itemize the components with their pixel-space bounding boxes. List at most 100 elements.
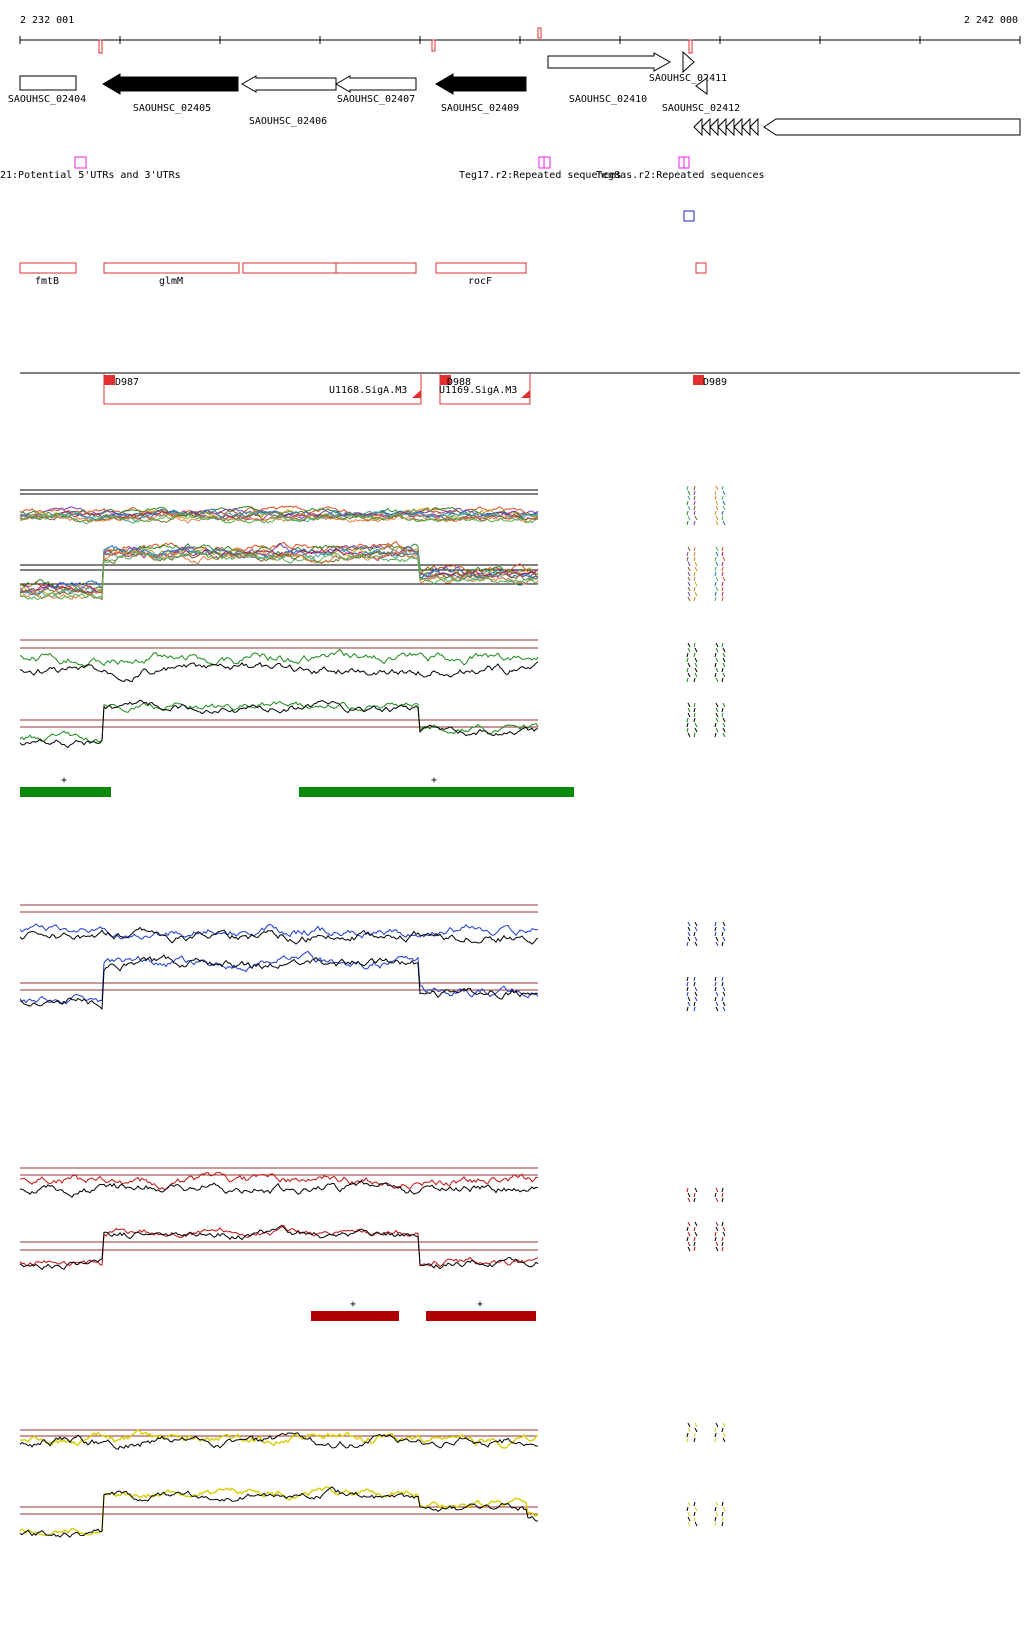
named-gene-box[interactable]	[695, 262, 707, 274]
expression-stub	[693, 576, 696, 582]
expression-stub	[694, 647, 698, 653]
segment-bar-green[interactable]	[20, 787, 111, 797]
expression-stub	[694, 996, 698, 1002]
expression-stub	[693, 596, 696, 602]
expression-stub	[714, 556, 717, 562]
expression-stub	[687, 647, 691, 653]
expression-stub	[721, 981, 724, 987]
expression-stub	[687, 561, 691, 567]
expression-stub	[694, 566, 698, 572]
segment-mark: +	[477, 1299, 483, 1310]
expression-stub	[722, 556, 726, 562]
expression-series-line	[19, 701, 539, 743]
gene-arrow[interactable]	[435, 73, 527, 95]
expression-stub	[687, 591, 691, 597]
expression-stub	[715, 1511, 719, 1517]
gene-arrow[interactable]	[102, 73, 239, 95]
expression-stub	[686, 941, 689, 947]
expression-stub	[687, 581, 691, 587]
expression-stub	[721, 1511, 724, 1517]
named-gene-label: glmM	[159, 276, 183, 287]
expression-stub	[686, 500, 689, 506]
expression-stub	[715, 500, 719, 506]
tu-bracket[interactable]	[439, 374, 531, 405]
named-gene-box[interactable]	[103, 262, 240, 274]
feature-box[interactable]	[74, 156, 87, 169]
expression-stub	[694, 591, 698, 597]
expression-stub	[686, 1006, 689, 1012]
expression-stub	[715, 1187, 719, 1193]
expression-stub	[715, 712, 719, 718]
expression-stub	[714, 1427, 717, 1433]
expression-stub	[722, 576, 726, 582]
gene-arrow[interactable]	[19, 75, 77, 91]
expression-series-line	[19, 1171, 539, 1190]
expression-stub	[715, 727, 719, 733]
segment-bar-red[interactable]	[311, 1311, 399, 1321]
expression-stub	[714, 1236, 717, 1242]
segment-bar-red[interactable]	[426, 1311, 536, 1321]
gene-arrow-cluster[interactable]	[693, 117, 759, 137]
expression-stub	[693, 1516, 696, 1522]
gene-arrow[interactable]	[763, 118, 1021, 136]
expression-stub	[714, 926, 717, 932]
named-gene-box[interactable]	[19, 262, 77, 274]
expression-stub	[687, 1197, 691, 1203]
expression-stub	[687, 1192, 691, 1198]
gene-label: SAOUHSC_02411	[649, 73, 727, 84]
feature-track: 21:Potential 5'UTRs and 3'UTRs Teg17.r2:…	[0, 156, 765, 222]
expression-stub	[721, 485, 724, 491]
named-gene-box[interactable]	[242, 262, 337, 274]
expression-series-line	[19, 926, 539, 945]
expression-stub	[721, 581, 724, 587]
tu-bracket[interactable]	[103, 374, 422, 405]
expression-stub	[714, 581, 717, 587]
named-gene-label: fmtB	[35, 276, 59, 287]
expression-stub	[721, 996, 724, 1002]
gene-arrow[interactable]	[547, 52, 672, 72]
probe-box[interactable]	[683, 210, 695, 222]
expression-stub	[693, 495, 696, 501]
expression-stub	[687, 495, 691, 501]
expression-stub	[721, 546, 724, 552]
expression-stub	[722, 652, 726, 658]
gene-arrow	[693, 117, 703, 137]
expression-stub	[715, 561, 719, 567]
expression-stub	[693, 551, 696, 557]
gene-arrow[interactable]	[240, 75, 337, 93]
gene-arrow[interactable]	[334, 75, 417, 93]
gene-arrow[interactable]	[682, 50, 695, 74]
expression-stub	[722, 986, 726, 992]
expression-stub	[693, 931, 696, 937]
expression-stub	[715, 520, 719, 526]
expression-series-line	[19, 1486, 539, 1538]
multicolor-panel	[19, 485, 726, 602]
expression-stub	[722, 1437, 726, 1443]
expression-stub	[693, 586, 696, 592]
expression-stub	[714, 672, 717, 678]
named-gene-box[interactable]	[335, 262, 417, 274]
expression-stub	[714, 1506, 717, 1512]
expression-stub	[687, 931, 691, 937]
expression-stub	[694, 1187, 698, 1193]
expression-stub	[693, 490, 696, 496]
expression-series-line	[19, 1428, 539, 1449]
expression-stub	[715, 657, 719, 663]
expression-stub	[687, 662, 691, 668]
expression-stub	[693, 556, 696, 562]
named-gene-box[interactable]	[435, 262, 527, 274]
expression-stub	[714, 510, 717, 516]
gene-arrow[interactable]	[695, 77, 708, 95]
expression-stub	[687, 1231, 691, 1237]
expression-stub	[722, 732, 726, 738]
expression-stub	[721, 1197, 724, 1203]
expression-stub	[693, 652, 696, 658]
gene-arrow	[733, 117, 743, 137]
expression-stub	[715, 1006, 719, 1012]
expression-stub	[686, 485, 689, 491]
expression-stub	[714, 732, 717, 738]
expression-stub	[721, 566, 724, 572]
segment-bar-green[interactable]	[299, 787, 574, 797]
gene-label: SAOUHSC_02409	[441, 103, 519, 114]
expression-series-line	[19, 542, 539, 594]
